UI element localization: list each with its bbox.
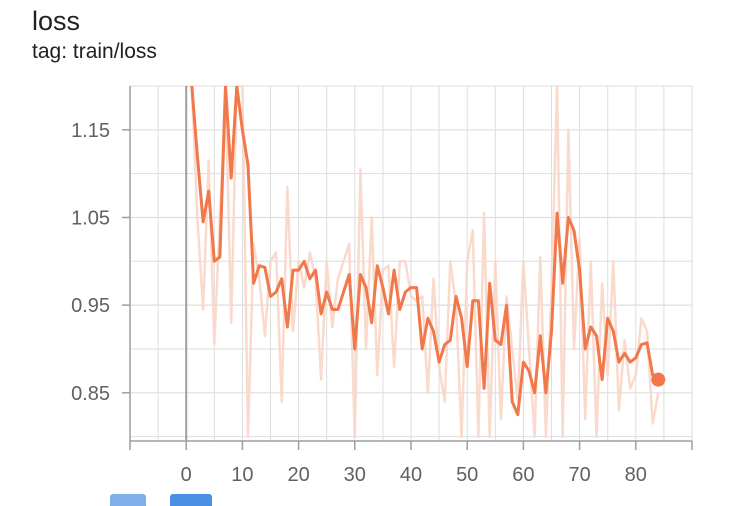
x-tick-label: 10 [231, 464, 253, 486]
y-tick-label: 1.05 [71, 207, 110, 229]
download-icon[interactable] [170, 494, 212, 506]
grid [129, 85, 693, 441]
x-tick-label: 0 [181, 464, 192, 486]
last-point-marker [651, 372, 666, 387]
chart-toolbar [110, 494, 220, 506]
smoothed-series [190, 86, 666, 417]
x-tick-label: 70 [568, 464, 590, 486]
axes [122, 86, 693, 450]
chart-title: loss [32, 6, 81, 36]
x-tick-label: 40 [400, 464, 422, 486]
smoothed-line [190, 86, 660, 417]
x-tick-label: 30 [344, 464, 366, 486]
x-tick-label: 60 [512, 464, 534, 486]
tick-labels: 0 10 20 30 40 50 60 70 80 0.85 0.95 1.05 1.15 [71, 120, 647, 486]
y-tick-label: 0.95 [71, 295, 110, 317]
y-tick-label: 0.85 [71, 383, 110, 405]
x-tick-label: 20 [287, 464, 309, 486]
x-tick-label: 80 [625, 464, 647, 486]
chart-subtitle: tag: train/loss [32, 40, 157, 63]
y-tick-label: 1.15 [71, 120, 110, 142]
fit-domain-icon[interactable] [110, 494, 146, 506]
x-tick-label: 50 [456, 464, 478, 486]
